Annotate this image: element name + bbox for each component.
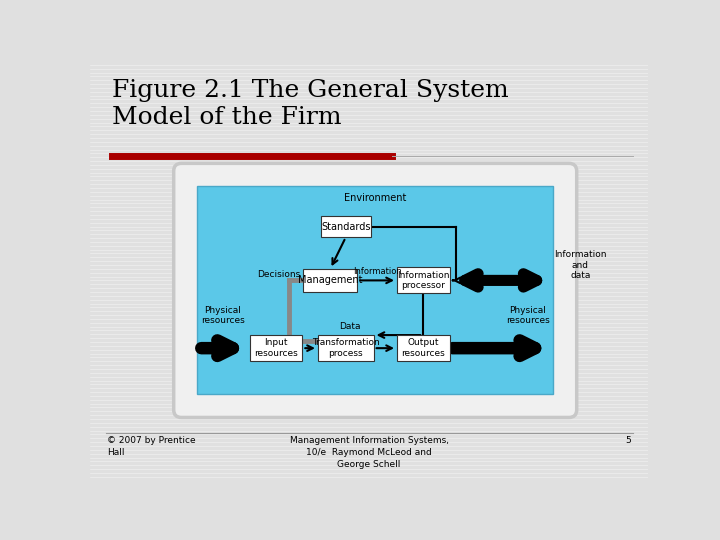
Text: Physical
resources: Physical resources xyxy=(201,306,245,325)
Text: Management Information Systems,
10/e  Raymond McLeod and
George Schell: Management Information Systems, 10/e Ray… xyxy=(289,436,449,469)
Text: Input
resources: Input resources xyxy=(254,339,298,358)
Text: © 2007 by Prentice
Hall: © 2007 by Prentice Hall xyxy=(107,436,196,457)
FancyBboxPatch shape xyxy=(318,335,374,361)
Text: Standards: Standards xyxy=(321,221,371,232)
Text: Data: Data xyxy=(339,322,361,331)
Text: Output
resources: Output resources xyxy=(401,339,445,358)
Text: Environment: Environment xyxy=(344,193,406,202)
Text: Information
processor: Information processor xyxy=(397,271,449,290)
Text: Management: Management xyxy=(298,275,362,286)
FancyBboxPatch shape xyxy=(303,269,357,292)
FancyBboxPatch shape xyxy=(250,335,302,361)
Text: Information: Information xyxy=(353,267,402,276)
Text: Physical
resources: Physical resources xyxy=(506,306,549,325)
FancyBboxPatch shape xyxy=(174,164,577,417)
FancyBboxPatch shape xyxy=(197,186,554,394)
Text: 5: 5 xyxy=(625,436,631,445)
Text: Figure 2.1 The General System
Model of the Firm: Figure 2.1 The General System Model of t… xyxy=(112,79,508,129)
Text: Decisions: Decisions xyxy=(258,270,301,279)
FancyBboxPatch shape xyxy=(397,335,449,361)
FancyBboxPatch shape xyxy=(320,215,371,237)
Text: Transformation
process: Transformation process xyxy=(312,339,379,358)
Text: Information
and
data: Information and data xyxy=(554,250,607,280)
FancyBboxPatch shape xyxy=(397,267,449,294)
